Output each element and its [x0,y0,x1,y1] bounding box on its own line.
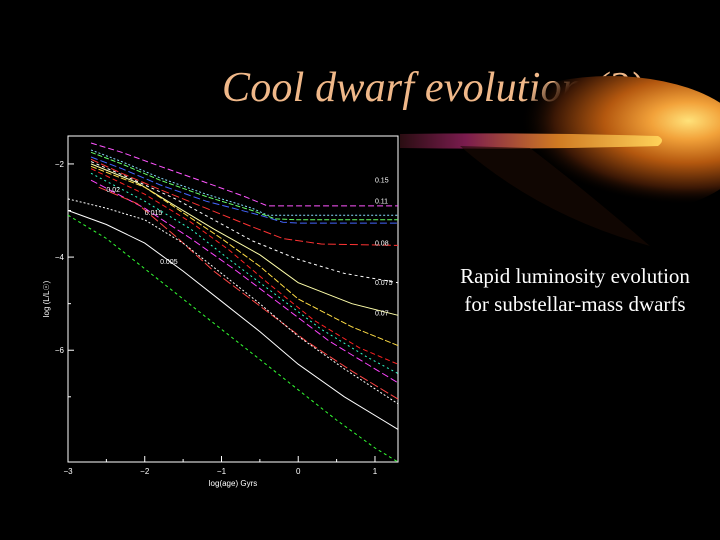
x-tick-label: −3 [63,467,73,476]
series-line-0-15 [90,142,398,207]
mass-label: 0.15 [375,178,389,185]
y-axis-label: log (L/L☉) [42,280,51,317]
mass-label: 0.075 [375,280,393,287]
x-tick-label: 1 [373,467,378,476]
series-line-0-075 [90,161,399,284]
mass-label: 0.07 [375,310,389,317]
y-tick-label: −2 [55,160,65,169]
mass-label: 0.02 [106,187,120,194]
luminosity-chart: −3 −2 −1 0 1 −2 −4 −6 log(age) Gyrs log (L/L☉) 0.… [42,135,399,488]
series-line-0-06 [90,165,399,347]
mass-label: 0.015 [145,210,163,217]
series-line-0-05 [90,168,399,365]
series-line-0-10 [90,151,398,221]
series-line-0-01 [67,210,399,430]
y-tick-label: −4 [55,253,65,262]
series-line-0-08 [90,158,399,246]
mass-label: 0.11 [375,199,388,206]
chart-series-group [67,142,399,463]
series-line-0-015 [67,198,399,405]
series-line-0-11 [90,149,398,216]
decorative-swoosh [400,76,720,246]
mass-label: 0.08 [375,240,389,247]
series-line-0-03 [90,179,399,384]
series-line-0-005 [67,214,399,463]
y-tick-label: −6 [55,346,65,355]
caption-line-2: for substellar-mass dwarfs [464,292,686,316]
caption: Rapid luminosity evolution for substella… [430,262,720,318]
x-tick-label: 0 [296,467,301,476]
plot-frame [67,135,399,463]
chart-axes: −3 −2 −1 0 1 −2 −4 −6 log(age) Gyrs log (L/L☉) [42,135,399,488]
chart-annotations: 0.15 0.11 0.02 0.015 0.08 0.005 0.075 0.07 [106,178,392,318]
mass-label: 0.005 [160,259,178,266]
x-tick-label: −2 [140,467,150,476]
x-tick-label: −1 [217,467,227,476]
series-line-0-02 [98,186,399,400]
series-line-0-09 [90,156,398,224]
x-axis-label: log(age) Gyrs [209,479,257,488]
caption-line-1: Rapid luminosity evolution [460,264,690,288]
